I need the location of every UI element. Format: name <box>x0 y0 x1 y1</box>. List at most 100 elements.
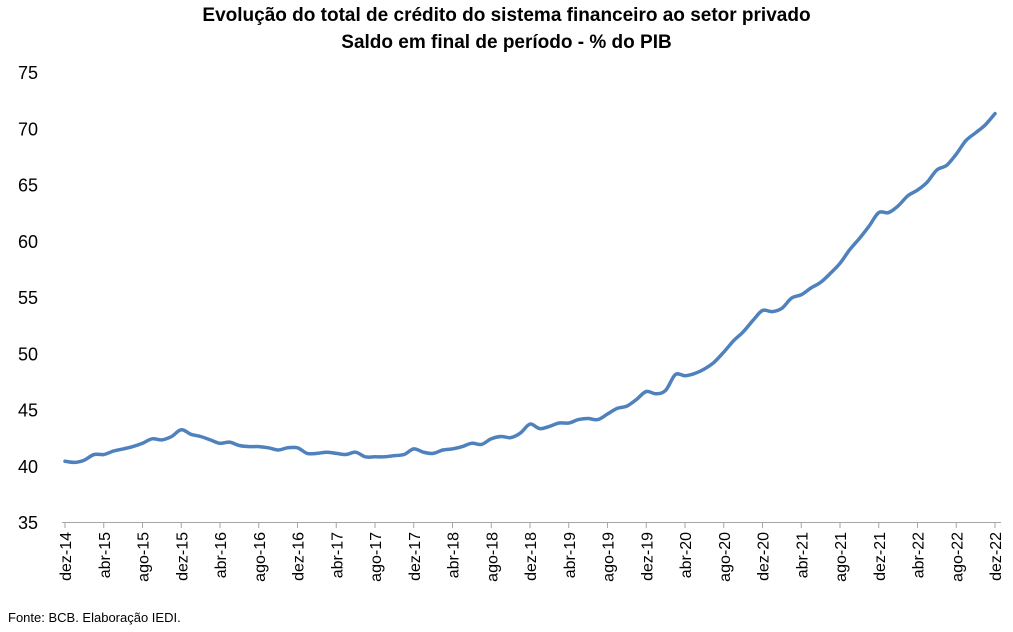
data-point <box>461 445 464 448</box>
x-tick-label: ago-20 <box>717 532 734 582</box>
data-point <box>102 453 105 456</box>
data-point <box>674 373 677 376</box>
y-axis: 35 40 45 50 55 60 65 70 75 <box>18 63 38 533</box>
x-tick-label: dez-19 <box>639 532 656 581</box>
y-tick-label: 65 <box>18 176 38 196</box>
data-point <box>180 428 183 431</box>
y-tick-label: 55 <box>18 288 38 308</box>
data-point <box>315 452 318 455</box>
x-tick-label: dez-14 <box>58 532 75 581</box>
data-point <box>151 437 154 440</box>
data-point <box>916 189 919 192</box>
data-point <box>277 449 280 452</box>
series-layer <box>63 111 997 465</box>
data-point <box>267 446 270 449</box>
data-point <box>654 392 657 395</box>
data-point <box>771 310 774 313</box>
x-tick-label: dez-17 <box>407 532 424 581</box>
data-point <box>790 297 793 300</box>
data-point <box>819 281 822 284</box>
chart-subtitle: Saldo em final de período - % do PIB <box>341 32 672 53</box>
y-tick-label: 50 <box>18 344 38 364</box>
x-tick-label: ago-21 <box>833 532 850 582</box>
data-point <box>238 444 241 447</box>
data-point <box>567 422 570 425</box>
x-tick-label: ago-15 <box>136 532 153 582</box>
y-tick-label: 35 <box>18 513 38 533</box>
data-point <box>596 418 599 421</box>
x-tick-label: dez-21 <box>872 532 889 581</box>
x-tick-label: abr-18 <box>446 532 463 578</box>
data-point <box>470 442 473 445</box>
data-point <box>809 287 812 290</box>
y-tick-label: 40 <box>18 457 38 477</box>
data-point <box>403 453 406 456</box>
data-point <box>209 438 212 441</box>
data-point <box>868 225 871 228</box>
data-point <box>877 211 880 214</box>
data-point <box>422 451 425 454</box>
data-point <box>451 447 454 450</box>
data-point <box>364 455 367 458</box>
data-point <box>529 423 532 426</box>
data-point <box>519 432 522 435</box>
data-point <box>344 453 347 456</box>
data-point <box>131 445 134 448</box>
x-tick-label: abr-16 <box>213 532 230 578</box>
data-point <box>684 374 687 377</box>
data-point <box>306 452 309 455</box>
data-point <box>199 435 202 438</box>
data-point <box>490 437 493 440</box>
data-point <box>441 449 444 452</box>
x-tick-label: ago-16 <box>252 532 269 582</box>
x-tick-label: ago-22 <box>949 532 966 582</box>
data-point <box>780 307 783 310</box>
data-point <box>994 112 997 115</box>
data-point <box>257 445 260 448</box>
data-point <box>93 453 96 456</box>
data-point <box>761 309 764 312</box>
chart-title: Evolução do total de crédito do sistema … <box>202 5 811 26</box>
data-point <box>325 451 328 454</box>
source-note: Fonte: BCB. Elaboração IEDI. <box>8 610 181 625</box>
data-point <box>606 413 609 416</box>
series-line <box>63 111 997 465</box>
data-point <box>964 139 967 142</box>
data-point <box>558 422 561 425</box>
data-point <box>945 164 948 167</box>
data-point <box>248 445 251 448</box>
y-tick-label: 45 <box>18 401 38 421</box>
data-point <box>955 153 958 156</box>
x-tick-label: abr-22 <box>911 532 928 578</box>
data-point <box>974 131 977 134</box>
data-point <box>751 319 754 322</box>
data-point <box>141 442 144 445</box>
data-point <box>64 460 67 463</box>
data-point <box>296 446 299 449</box>
data-point <box>703 368 706 371</box>
y-tick-label: 60 <box>18 232 38 252</box>
x-tick-label: ago-17 <box>368 532 385 582</box>
data-point <box>858 237 861 240</box>
x-tick-label: ago-18 <box>484 532 501 582</box>
data-point <box>848 248 851 251</box>
x-tick-label: abr-15 <box>97 532 114 578</box>
data-point <box>112 450 115 453</box>
data-point <box>354 451 357 454</box>
data-point <box>625 405 628 408</box>
data-point <box>480 443 483 446</box>
x-tick-label: dez-22 <box>988 532 1005 581</box>
x-tick-label: dez-18 <box>523 532 540 581</box>
data-point <box>926 181 929 184</box>
data-point <box>393 454 396 457</box>
data-point <box>228 441 231 444</box>
data-point <box>374 455 377 458</box>
data-point <box>83 459 86 462</box>
data-point <box>984 123 987 126</box>
data-point <box>839 262 842 265</box>
data-point <box>829 272 832 275</box>
x-tick-label: abr-17 <box>329 532 346 578</box>
x-tick-label: dez-15 <box>174 532 191 581</box>
data-point <box>412 447 415 450</box>
